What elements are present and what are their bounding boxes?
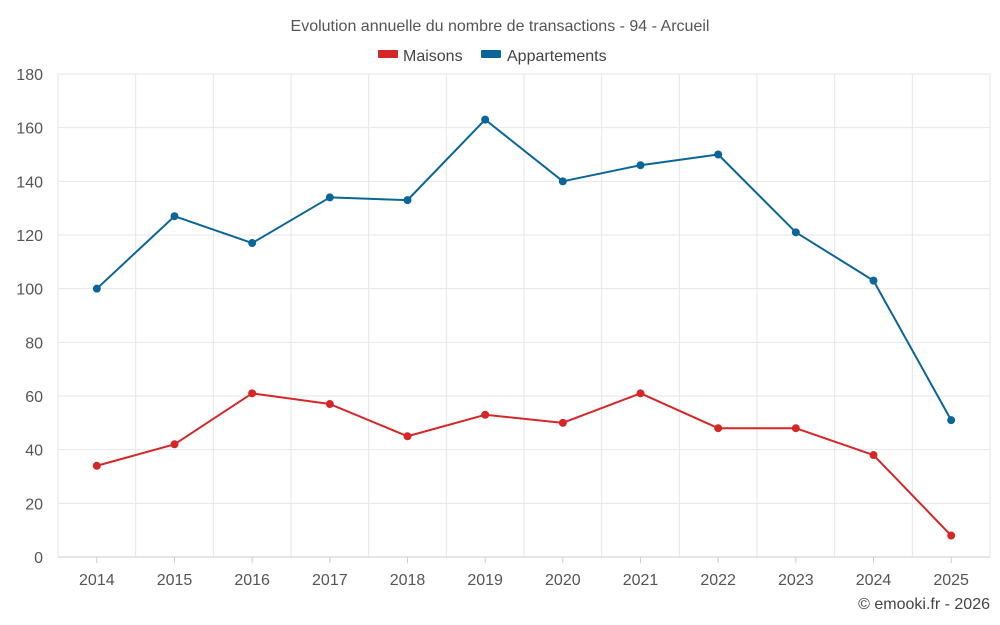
x-tick-label-2022: 2022 xyxy=(700,572,736,589)
y-tick-label-60: 60 xyxy=(25,389,43,406)
axes: 0 20 40 60 80 100 120 140 160 180 2014 2015 2016 2017… xyxy=(16,67,990,589)
legend-swatch-appartements xyxy=(481,50,501,58)
x-tick-label-2014: 2014 xyxy=(79,572,115,589)
credit-text: © emooki.fr - 2026 xyxy=(858,596,990,613)
data-point-maisons-2015[interactable] xyxy=(170,440,179,449)
data-point-maisons-2022[interactable] xyxy=(714,424,723,433)
y-tick-label-180: 180 xyxy=(16,67,43,84)
data-point-appartements-2014[interactable] xyxy=(92,284,101,293)
data-point-maisons-2021[interactable] xyxy=(636,389,645,398)
series-appartements xyxy=(92,115,956,425)
data-point-maisons-2024[interactable] xyxy=(869,451,878,460)
series-maisons xyxy=(92,389,956,540)
data-point-appartements-2022[interactable] xyxy=(714,150,723,159)
data-point-maisons-2020[interactable] xyxy=(558,418,567,427)
legend-item-appartements[interactable]: Appartements xyxy=(481,48,607,65)
data-point-appartements-2017[interactable] xyxy=(325,193,334,202)
data-point-appartements-2025[interactable] xyxy=(947,416,956,425)
legend-swatch-maisons xyxy=(378,50,398,58)
legend-item-maisons[interactable]: Maisons xyxy=(378,48,463,65)
data-point-maisons-2017[interactable] xyxy=(325,400,334,409)
legend-label-appartements: Appartements xyxy=(507,48,607,65)
series-line-maisons xyxy=(95,392,953,537)
data-point-maisons-2016[interactable] xyxy=(248,389,257,398)
data-point-maisons-2019[interactable] xyxy=(481,410,490,419)
x-tick-label-2019: 2019 xyxy=(467,572,503,589)
series-line-appartements xyxy=(95,118,953,422)
x-tick-label-2018: 2018 xyxy=(390,572,426,589)
data-point-maisons-2023[interactable] xyxy=(791,424,800,433)
y-tick-label-160: 160 xyxy=(16,121,43,138)
y-tick-label-40: 40 xyxy=(25,443,43,460)
x-tick-label-2023: 2023 xyxy=(778,572,814,589)
data-point-appartements-2021[interactable] xyxy=(636,161,645,170)
legend-label-maisons: Maisons xyxy=(403,48,463,65)
series-layer xyxy=(92,115,956,540)
y-tick-label-20: 20 xyxy=(25,496,43,513)
x-tick-label-2025: 2025 xyxy=(933,572,969,589)
y-tick-label-140: 140 xyxy=(16,174,43,191)
data-point-maisons-2025[interactable] xyxy=(947,531,956,540)
x-tick-label-2021: 2021 xyxy=(623,572,659,589)
x-tick-label-2016: 2016 xyxy=(234,572,270,589)
data-point-maisons-2014[interactable] xyxy=(92,461,101,470)
data-point-appartements-2023[interactable] xyxy=(791,228,800,237)
x-tick-label-2017: 2017 xyxy=(312,572,348,589)
data-point-appartements-2018[interactable] xyxy=(403,196,412,205)
data-point-appartements-2016[interactable] xyxy=(248,239,257,248)
x-tick-label-2024: 2024 xyxy=(856,572,892,589)
data-point-appartements-2024[interactable] xyxy=(869,276,878,285)
x-tick-label-2015: 2015 xyxy=(157,572,193,589)
data-point-appartements-2019[interactable] xyxy=(481,115,490,124)
data-point-maisons-2018[interactable] xyxy=(403,432,412,441)
data-point-appartements-2020[interactable] xyxy=(558,177,567,186)
chart-title: Evolution annuelle du nombre de transact… xyxy=(291,18,710,35)
legend: Maisons Appartements xyxy=(378,48,607,65)
x-tick-label-2020: 2020 xyxy=(545,572,581,589)
y-tick-label-80: 80 xyxy=(25,335,43,352)
y-tick-label-120: 120 xyxy=(16,228,43,245)
data-point-appartements-2015[interactable] xyxy=(170,212,179,221)
y-tick-label-100: 100 xyxy=(16,282,43,299)
grid xyxy=(57,73,991,557)
y-tick-label-0: 0 xyxy=(34,550,43,567)
